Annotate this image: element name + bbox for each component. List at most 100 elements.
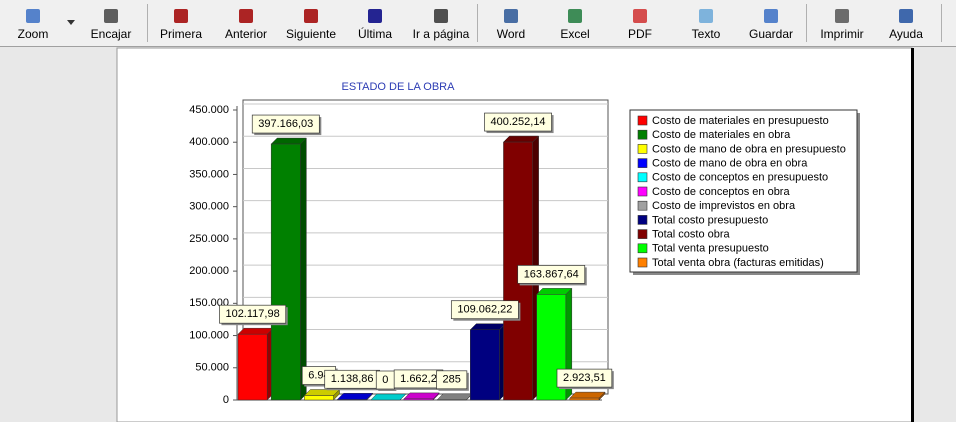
toolbar-button[interactable]: Encajar bbox=[91, 9, 132, 41]
data-label: 400.252,14 bbox=[484, 112, 554, 134]
bar-side bbox=[300, 137, 307, 401]
button-icon bbox=[633, 9, 647, 23]
bar-top bbox=[502, 135, 540, 143]
data-label: 102.117,98 bbox=[219, 304, 288, 326]
data-label-text: 6.94 bbox=[308, 369, 329, 381]
data-label: 2.923,51 bbox=[556, 368, 614, 390]
button-icon bbox=[304, 9, 318, 23]
button-label: PDF bbox=[628, 27, 652, 41]
toolbar-button[interactable]: Imprimir bbox=[820, 9, 864, 41]
data-label: 1.138,86 bbox=[324, 369, 382, 391]
legend-swatch bbox=[637, 115, 648, 126]
bar bbox=[304, 395, 334, 401]
label-box bbox=[484, 112, 552, 132]
bar-top bbox=[237, 327, 274, 335]
bar-top bbox=[536, 288, 573, 295]
data-label-text: 400.252,14 bbox=[491, 116, 546, 128]
button-label: Siguiente bbox=[286, 27, 336, 41]
legend-swatch bbox=[637, 243, 648, 254]
bar-top bbox=[270, 137, 307, 145]
button-icon bbox=[568, 9, 582, 23]
legend-label: Costo de materiales en obra bbox=[652, 129, 791, 141]
data-label: 397.166,03 bbox=[251, 114, 322, 136]
bar-top bbox=[436, 393, 473, 401]
legend-label: Costo de mano de obra en obra bbox=[652, 158, 808, 170]
label-box bbox=[450, 300, 519, 320]
y-tick-label: 150.000 bbox=[189, 297, 229, 309]
toolbar-button[interactable]: Word bbox=[497, 9, 525, 41]
y-tick-label: 350.000 bbox=[189, 168, 229, 180]
zoom-dropdown[interactable] bbox=[67, 20, 75, 25]
label-box bbox=[251, 114, 320, 134]
bar bbox=[237, 333, 268, 401]
legend-swatch bbox=[637, 144, 648, 154]
toolbar-button[interactable]: Anterior bbox=[225, 9, 267, 41]
button-label: Texto bbox=[692, 27, 721, 41]
legend-box bbox=[629, 109, 858, 273]
toolbar-button[interactable]: Primera bbox=[160, 9, 202, 41]
button-icon bbox=[504, 9, 518, 23]
label-box bbox=[517, 265, 586, 284]
button-icon bbox=[239, 9, 253, 23]
button-label: Ayuda bbox=[889, 27, 923, 41]
legend-swatch bbox=[637, 158, 648, 168]
toolbar-button[interactable]: Ir a página bbox=[413, 9, 470, 41]
data-label-text: 163.867,64 bbox=[524, 268, 579, 280]
button-label: Imprimir bbox=[820, 27, 863, 41]
legend-swatch bbox=[637, 215, 648, 225]
y-tick-label: 50.000 bbox=[195, 362, 229, 374]
button-icon bbox=[26, 9, 40, 23]
button-label: Anterior bbox=[225, 27, 267, 41]
data-label: 285 bbox=[436, 370, 469, 391]
chart: ESTADO DE LA OBRA 0 50.000 100.000 150.000 2… bbox=[189, 81, 860, 406]
data-label-text: 397.166,03 bbox=[258, 118, 313, 130]
button-label: Excel bbox=[560, 27, 589, 41]
button-label: Última bbox=[358, 26, 392, 41]
y-tick-label: 300.000 bbox=[189, 201, 229, 213]
toolbar-button[interactable]: Excel bbox=[560, 9, 590, 41]
legend-label: Costo de conceptos en presupuesto bbox=[652, 172, 828, 184]
data-label-text: 102.117,98 bbox=[225, 308, 279, 320]
label-box bbox=[556, 368, 613, 388]
data-label-text: 109.062,22 bbox=[457, 304, 512, 316]
toolbar-button[interactable]: Texto bbox=[692, 9, 721, 41]
y-tick-label: 100.000 bbox=[189, 329, 229, 341]
button-icon bbox=[174, 9, 188, 23]
legend-label: Costo de mano de obra en presupuesto bbox=[652, 143, 846, 155]
bar-top bbox=[370, 393, 407, 401]
bar bbox=[337, 399, 367, 401]
data-label: 1.662,2 bbox=[393, 369, 445, 390]
button-icon bbox=[764, 9, 778, 23]
button-label: Primera bbox=[160, 27, 202, 41]
data-label-text: 2.923,51 bbox=[563, 372, 606, 384]
bar-top bbox=[469, 323, 507, 330]
label-box bbox=[219, 304, 287, 324]
legend-label: Costo de imprevistos en obra bbox=[652, 200, 796, 212]
legend-label: Total costo obra bbox=[652, 229, 731, 241]
legend-label: Total venta presupuesto bbox=[652, 243, 769, 255]
toolbar-button[interactable]: PDF bbox=[628, 9, 652, 41]
toolbar-button[interactable]: Última bbox=[358, 9, 392, 41]
button-icon bbox=[104, 9, 118, 23]
toolbar-button[interactable]: Zoom bbox=[18, 9, 49, 41]
chart-title: ESTADO DE LA OBRA bbox=[342, 81, 456, 93]
legend-swatch bbox=[637, 257, 648, 268]
toolbar-button[interactable]: Ayuda bbox=[889, 9, 923, 41]
data-label-text: 0 bbox=[382, 374, 388, 386]
legend-swatch bbox=[637, 172, 648, 183]
y-tick-label: 450.000 bbox=[189, 104, 229, 116]
toolbar-button[interactable]: Siguiente bbox=[286, 9, 336, 41]
toolbar-button[interactable]: Guardar bbox=[749, 9, 793, 41]
button-label: Guardar bbox=[749, 27, 793, 41]
bar-top bbox=[569, 391, 606, 399]
label-box bbox=[436, 370, 468, 390]
legend-label: Total costo presupuesto bbox=[652, 214, 768, 226]
bar bbox=[403, 398, 434, 401]
button-label: Zoom bbox=[18, 27, 49, 41]
data-label-text: 1.662,2 bbox=[400, 373, 437, 385]
toolbar-buttons: Zoom Encajar Primera Anterior Siguiente Últim… bbox=[18, 4, 942, 42]
y-tick-label: 200.000 bbox=[189, 265, 229, 277]
page-shadow bbox=[911, 48, 914, 422]
